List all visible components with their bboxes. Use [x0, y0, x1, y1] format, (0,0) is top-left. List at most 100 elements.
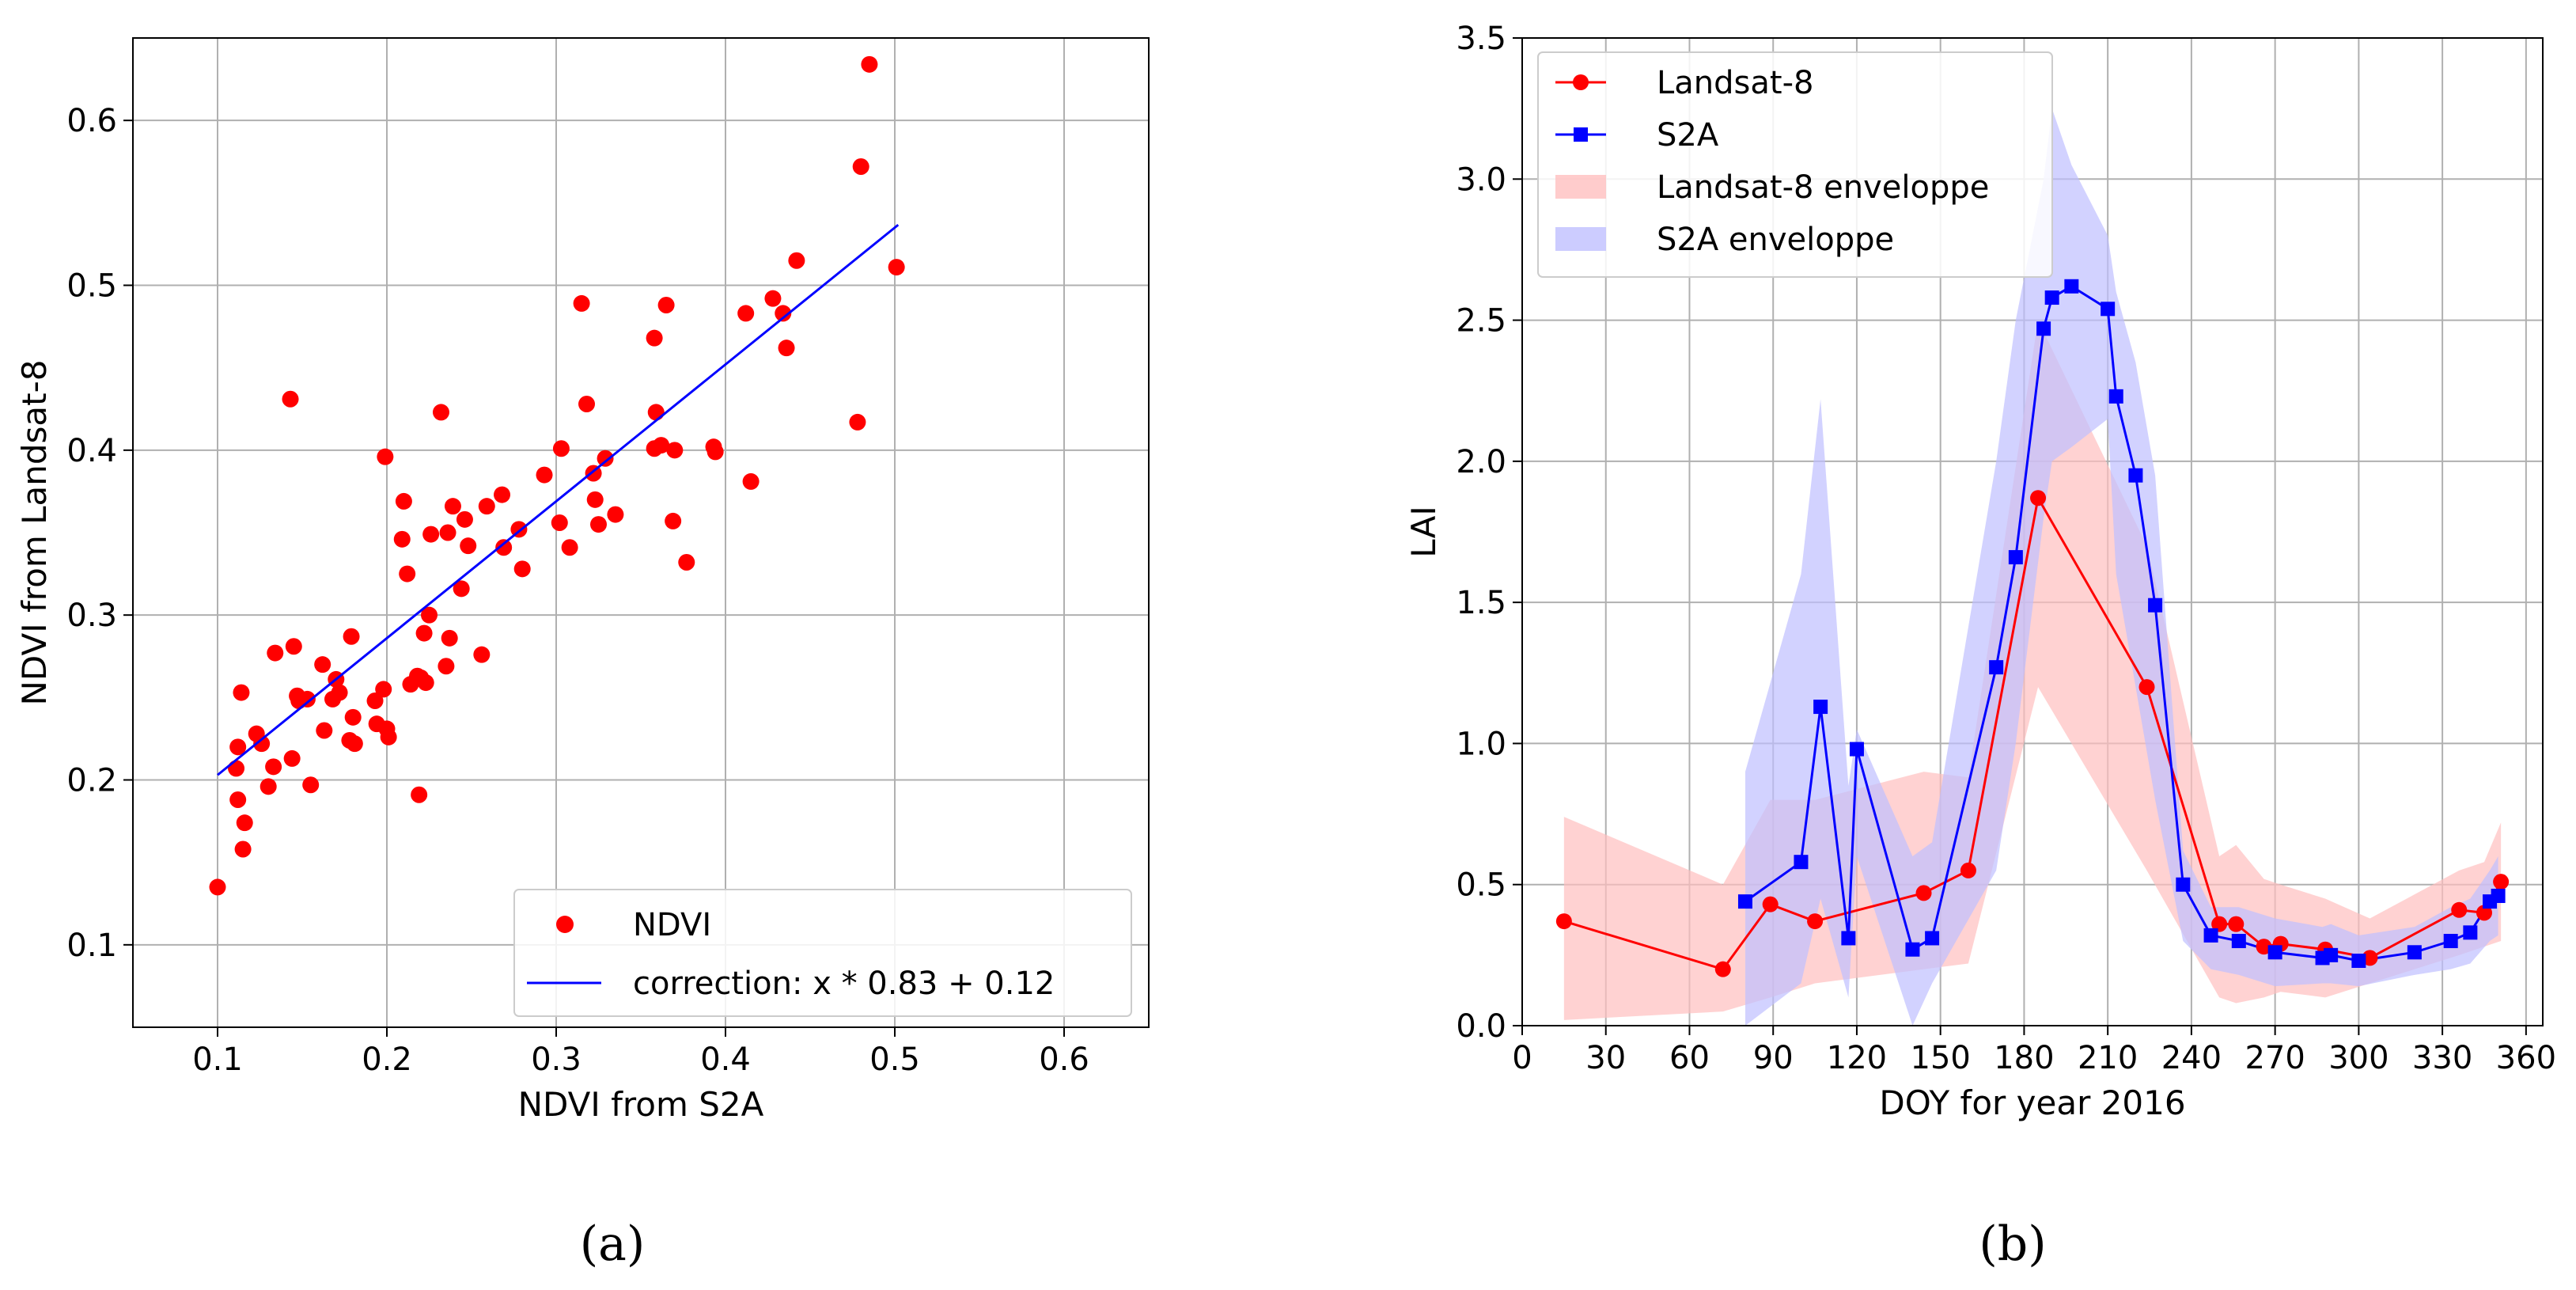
- b-x-tick-label: 0: [1512, 1040, 1532, 1076]
- ndvi-point: [456, 510, 473, 528]
- ndvi-point: [665, 512, 682, 529]
- panel-a-scatter: 0.1 0.2 0.3 0.4 0.5 0.6 0.1 0.2 0.3 0.4 0.5 0.6 NDV…: [15, 37, 1150, 1124]
- ndvi-point: [666, 442, 684, 459]
- b-x-tick-label: 60: [1669, 1040, 1710, 1076]
- b-ticks: 0 30 60 90 120 150 180 210 240 270 300 330 360 0.0 0.5…: [1456, 21, 2556, 1076]
- b-axes-frame: [1521, 37, 2544, 1026]
- ndvi-point: [737, 305, 755, 322]
- b-x-tick-label: 30: [1585, 1040, 1626, 1076]
- a-grid: [133, 38, 1149, 1027]
- ndvi-point: [343, 628, 360, 645]
- ndvi-point: [234, 840, 252, 858]
- ndvi-point: [657, 297, 675, 313]
- s2a-point: [1841, 931, 1856, 946]
- ndvi-point: [764, 290, 782, 307]
- ndvi-point: [393, 530, 411, 548]
- ndvi-point: [375, 681, 392, 698]
- ndvi-point: [778, 340, 795, 357]
- ndvi-point: [265, 758, 282, 776]
- landsat-point: [1762, 896, 1779, 912]
- s2a-point: [2351, 953, 2366, 968]
- a-y-tick-label: 0.3: [66, 598, 117, 634]
- ndvi-point: [453, 580, 470, 598]
- b-x-tick-label: 150: [1911, 1040, 1971, 1076]
- b-x-axis-title: DOY for year 2016: [1879, 1083, 2185, 1122]
- ndvi-point: [259, 778, 277, 795]
- landsat-point: [2362, 950, 2378, 966]
- ndvi-point: [344, 708, 362, 726]
- b-plot-area: [1555, 108, 2510, 1026]
- ndvi-point: [417, 674, 434, 692]
- b-x-tick-label: 180: [1994, 1040, 2054, 1076]
- s2a-point: [2064, 279, 2079, 294]
- ndvi-point: [267, 644, 284, 662]
- b-legend-box: [1537, 51, 2053, 278]
- a-x-tick-label: 0.4: [700, 1041, 751, 1078]
- s2a-point: [2101, 302, 2116, 317]
- a-y-tick-label: 0.2: [66, 763, 117, 799]
- b-y-tick-label: 0.5: [1456, 867, 1506, 904]
- b-legend-landsat-envelope-patch: [1555, 175, 1606, 199]
- ndvi-point: [298, 690, 316, 708]
- ndvi-point: [460, 537, 477, 555]
- ndvi-point: [473, 646, 491, 663]
- landsat-point: [2476, 905, 2492, 921]
- a-y-tick-label: 0.1: [66, 928, 117, 964]
- ndvi-point: [536, 466, 553, 484]
- ndvi-point: [421, 606, 438, 624]
- ndvi-point: [852, 158, 869, 175]
- a-plot-area: [209, 55, 905, 896]
- ndvi-point: [316, 722, 333, 739]
- b-legend-landsat-marker: [1573, 74, 1589, 90]
- b-x-tick-label: 120: [1827, 1040, 1887, 1076]
- s2a-point: [2148, 598, 2163, 613]
- s2a-point: [2044, 290, 2059, 305]
- s2a-envelope: [1744, 108, 2498, 1026]
- ndvi-point: [395, 492, 412, 510]
- b-x-tick-label: 90: [1753, 1040, 1794, 1076]
- ndvi-point: [228, 760, 245, 777]
- a-x-tick-label: 0.5: [869, 1041, 920, 1078]
- ndvi-point: [888, 259, 905, 276]
- ndvi-point: [646, 329, 663, 347]
- a-x-tick-label: 0.6: [1039, 1041, 1089, 1078]
- ndvi-point: [422, 525, 440, 543]
- s2a-point: [2491, 888, 2506, 903]
- landsat-point: [2211, 916, 2228, 932]
- a-y-tick-label: 0.5: [66, 268, 117, 305]
- s2a-point: [1737, 894, 1752, 909]
- ndvi-point: [478, 498, 495, 515]
- s2a-point: [2267, 945, 2282, 960]
- ndvi-point: [590, 516, 607, 533]
- ndvi-point: [285, 638, 302, 655]
- ndvi-point: [236, 814, 253, 832]
- a-y-tick-label: 0.4: [66, 433, 117, 469]
- b-legend-s2a-marker: [1574, 127, 1588, 142]
- b-x-tick-label: 240: [2161, 1040, 2222, 1076]
- s2a-point: [1905, 942, 1920, 957]
- ndvi-point: [597, 450, 614, 467]
- ndvi-point: [253, 735, 271, 753]
- ndvi-point: [573, 294, 590, 312]
- ndvi-point: [742, 472, 760, 490]
- b-y-tick-label: 3.0: [1456, 161, 1506, 198]
- ndvi-point: [653, 437, 670, 454]
- a-axes-frame: [132, 37, 1150, 1028]
- s2a-point: [2443, 934, 2458, 949]
- landsat-point: [2256, 939, 2272, 955]
- landsat-point: [1807, 913, 1824, 930]
- b-x-tick-label: 300: [2328, 1040, 2388, 1076]
- b-x-tick-label: 270: [2245, 1040, 2305, 1076]
- b-y-axis-title: LAI: [1404, 506, 1443, 557]
- landsat-point: [2451, 901, 2468, 918]
- a-y-tick-label: 0.6: [66, 103, 117, 139]
- ndvi-point: [552, 440, 570, 457]
- b-legend-s2a-envelope-patch: [1555, 227, 1606, 251]
- ndvi-point: [366, 692, 384, 709]
- s2a-point: [2324, 947, 2339, 962]
- s2a-point: [2407, 945, 2422, 960]
- s2a-point: [1925, 931, 1940, 946]
- ndvi-point: [411, 786, 428, 803]
- ndvi-point: [282, 390, 299, 408]
